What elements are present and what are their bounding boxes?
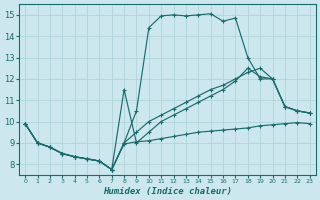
- X-axis label: Humidex (Indice chaleur): Humidex (Indice chaleur): [103, 187, 232, 196]
